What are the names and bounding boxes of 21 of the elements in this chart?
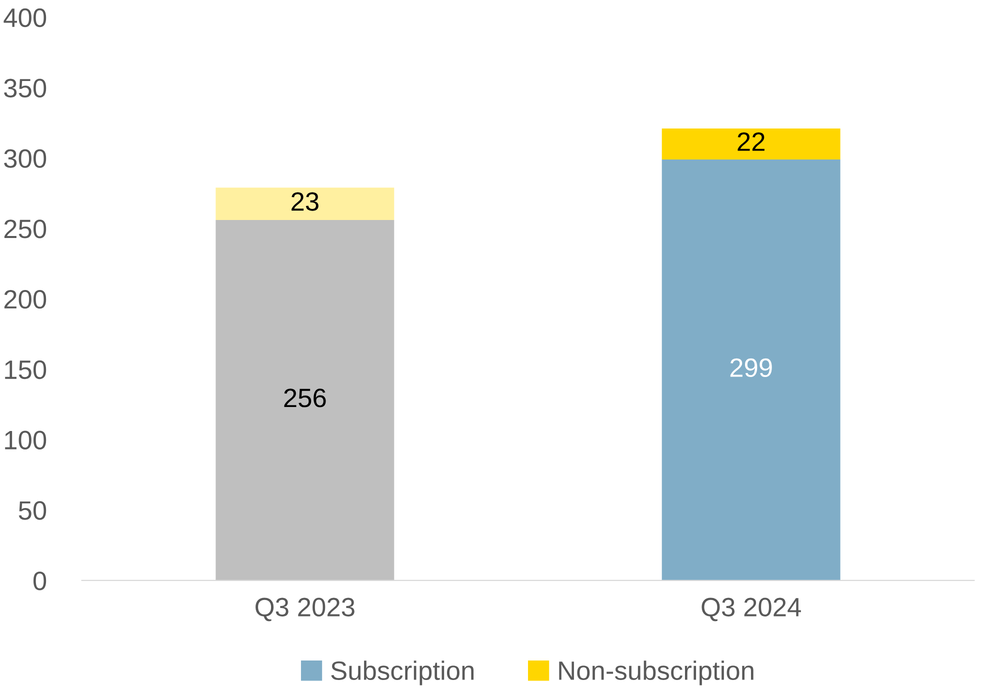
- y-tick-label: 400: [4, 8, 46, 28]
- y-tick-label: 300: [4, 149, 46, 168]
- y-tick-label: 100: [5, 430, 46, 450]
- data-label: 22: [738, 132, 764, 151]
- x-tick-label: Q3 2023: [256, 598, 354, 622]
- y-tick-label: 350: [4, 78, 46, 98]
- bar: [216, 220, 394, 580]
- y-tick-label: 250: [4, 220, 46, 238]
- legend-label: Non-subscription: [559, 660, 754, 686]
- bar: [662, 128, 840, 160]
- y-tick-label: 0: [33, 572, 46, 590]
- y-tick-label: 200: [4, 290, 46, 309]
- y-tick-label: 50: [18, 501, 46, 520]
- data-label: 256: [284, 388, 326, 408]
- legend-label: Subscription: [331, 660, 474, 686]
- x-tick-label: Q3 2024: [702, 598, 801, 622]
- data-label: 23: [292, 192, 318, 211]
- bar: [216, 188, 394, 220]
- data-label: 299: [730, 358, 772, 378]
- y-tick-label: 150: [5, 360, 46, 380]
- bar: [662, 159, 840, 580]
